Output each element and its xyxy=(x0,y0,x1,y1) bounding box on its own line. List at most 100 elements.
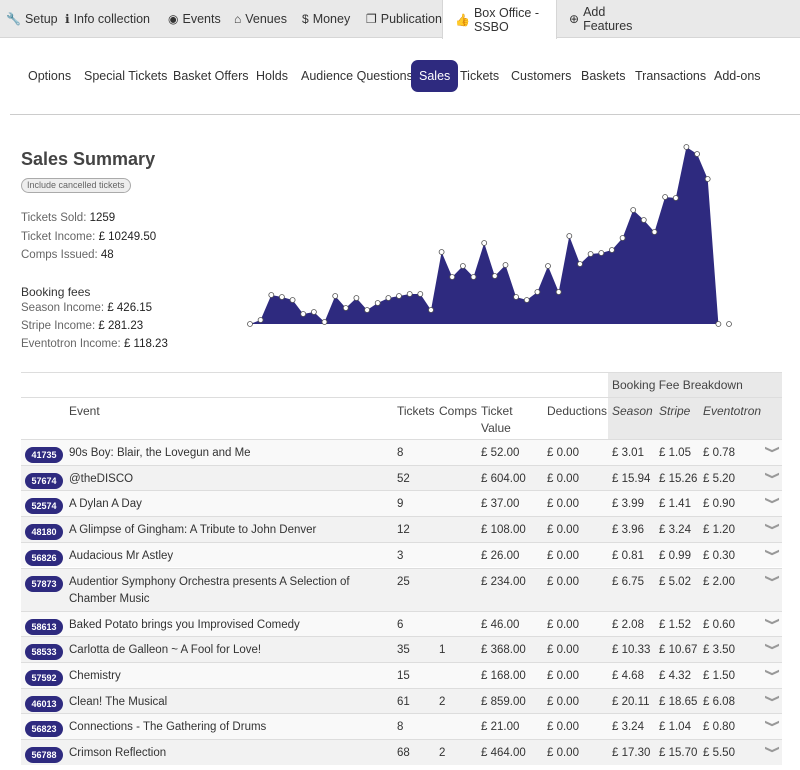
chevron-down-icon[interactable]: ❯ xyxy=(764,548,780,557)
home-icon: ⌂ xyxy=(234,12,242,26)
ticket-value-cell: £ 52.00 xyxy=(481,447,520,459)
eventotron-cell: £ 5.20 xyxy=(703,472,735,485)
chevron-down-icon[interactable]: ❯ xyxy=(764,693,780,703)
event-name[interactable]: Audacious Mr Astley xyxy=(69,549,174,562)
divider xyxy=(10,114,800,115)
event-name[interactable]: A Glimpse of Gingham: A Tribute to John … xyxy=(69,524,317,537)
event-name[interactable]: Baked Potato brings you Improvised Comed… xyxy=(69,618,300,631)
tab-special-tickets[interactable]: Special Tickets xyxy=(84,69,168,83)
tab-sales[interactable]: Sales xyxy=(411,60,459,92)
top-nav-venues[interactable]: ⌂ Venues xyxy=(222,0,290,38)
chevron-down-icon[interactable]: ❯ xyxy=(764,616,780,626)
sparkline-point xyxy=(374,300,381,306)
table-row[interactable]: 57873 Audentior Symphony Orchestra presen… xyxy=(21,567,782,611)
event-id-badge[interactable]: 58533 xyxy=(25,644,63,661)
chevron-down-icon[interactable]: ❯ xyxy=(764,719,780,728)
top-nav-label: Add Features xyxy=(583,5,633,33)
event-id-badge[interactable]: 56826 xyxy=(25,549,63,566)
table-row[interactable]: 46013 Clean! The Musical 61 2 £ 859.00 £ 0.00… xyxy=(21,687,782,714)
event-id-badge[interactable]: 58613 xyxy=(25,618,63,635)
tickets-cell: 68 xyxy=(397,747,410,759)
event-id-badge[interactable]: 48180 xyxy=(25,524,63,541)
event-name[interactable]: Audentior Symphony Orchestra presents A … xyxy=(69,575,350,605)
event-name[interactable]: Crimson Reflection xyxy=(69,747,167,759)
event-name[interactable]: Carlotta de Galleon ~ A Fool for Love! xyxy=(69,644,262,657)
sparkline-point xyxy=(566,233,573,239)
chevron-down-icon[interactable]: ❯ xyxy=(764,470,780,480)
tab-audience-questions[interactable]: Audience Questions xyxy=(301,69,413,83)
season-income-label: Season Income: xyxy=(21,302,105,314)
tab-transactions[interactable]: Transactions xyxy=(635,69,707,83)
event-id-badge[interactable]: 52574 xyxy=(25,498,63,515)
table-row[interactable]: 58533 Carlotta de Galleon ~ A Fool for Lo… xyxy=(21,636,782,662)
event-id-badge[interactable]: 46013 xyxy=(25,695,63,712)
table-row[interactable]: 48180 A Glimpse of Gingham: A Tribute to … xyxy=(21,516,782,542)
sub-nav: Options Special Tickets Basket Offers Holds… xyxy=(0,58,800,94)
top-nav-add-features[interactable]: ⊕ Add Features xyxy=(557,0,657,38)
tickets-cell: 35 xyxy=(397,644,410,657)
event-name[interactable]: Connections - The Gathering of Drums xyxy=(69,721,267,734)
table-row[interactable]: 57674 @theDISCO 52 £ 604.00 £ 0.00 £ 15.94 £ 1… xyxy=(21,464,782,491)
tab-baskets[interactable]: Baskets xyxy=(581,69,626,83)
event-name[interactable]: Chemistry xyxy=(69,669,121,682)
event-id-badge[interactable]: 57873 xyxy=(25,575,63,592)
eventotron-cell: £ 5.50 xyxy=(703,747,735,759)
top-nav-info-collection[interactable]: ℹ Info collection xyxy=(53,0,156,38)
sparkline-point xyxy=(417,291,424,297)
col-stripe: Stripe xyxy=(659,404,691,418)
stripe-cell: £ 4.32 xyxy=(659,669,691,682)
table-row[interactable]: 41735 90s Boy: Blair, the Lovegun and Me 8… xyxy=(21,439,782,465)
eventotron-cell: £ 0.60 xyxy=(703,618,735,631)
event-name[interactable]: 90s Boy: Blair, the Lovegun and Me xyxy=(69,447,251,459)
tickets-sold-label: Tickets Sold: xyxy=(21,212,87,224)
eye-icon: ◉ xyxy=(168,12,179,26)
event-name[interactable]: A Dylan A Day xyxy=(69,498,142,511)
deductions-cell: £ 0.00 xyxy=(547,618,579,631)
event-id-badge[interactable]: 56823 xyxy=(25,721,63,738)
top-nav-box-office-ssbo[interactable]: 👍 Box Office - SSBO xyxy=(442,0,557,39)
table-row[interactable]: 56823 Connections - The Gathering of Drum… xyxy=(21,713,782,739)
top-nav-events[interactable]: ◉ Events xyxy=(156,0,222,38)
sparkline-point xyxy=(704,176,711,182)
sparkline-point xyxy=(683,144,690,150)
tab-options[interactable]: Options xyxy=(28,69,72,83)
stripe-cell: £ 15.70 xyxy=(659,747,698,759)
deductions-cell: £ 0.00 xyxy=(547,524,579,537)
ticket-value-cell: £ 234.00 xyxy=(481,575,526,588)
tab-holds[interactable]: Holds xyxy=(256,69,288,83)
include-cancelled-toggle[interactable]: Include cancelled tickets xyxy=(21,178,131,193)
event-name[interactable]: @theDISCO xyxy=(69,472,134,485)
top-nav-setup[interactable]: 🔧 Setup xyxy=(0,0,58,38)
chevron-down-icon[interactable]: ❯ xyxy=(764,642,780,651)
tab-customers[interactable]: Customers xyxy=(511,69,572,83)
tab-tickets[interactable]: Tickets xyxy=(460,69,500,83)
stripe-income-label: Stripe Income: xyxy=(21,320,96,332)
chevron-down-icon[interactable]: ❯ xyxy=(764,445,780,454)
chevron-down-icon[interactable]: ❯ xyxy=(764,573,780,583)
table-row[interactable]: 56788 Crimson Reflection 68 2 £ 464.00 £ 0.00… xyxy=(21,739,782,765)
sparkline-point xyxy=(502,262,509,268)
table-row[interactable]: 57592 Chemistry 15 £ 168.00 £ 0.00 £ 4.68 £ 4.… xyxy=(21,661,782,688)
event-name[interactable]: Clean! The Musical xyxy=(69,695,168,708)
top-nav-money[interactable]: $ Money xyxy=(290,0,354,38)
chevron-down-icon[interactable]: ❯ xyxy=(764,522,780,531)
table-row[interactable]: 52574 A Dylan A Day 9 £ 37.00 £ 0.00 £ 3.99 £ … xyxy=(21,490,782,517)
booking-fees-heading: Booking fees xyxy=(21,285,91,299)
ticket-value-cell: £ 464.00 xyxy=(481,747,526,759)
table-row[interactable]: 58613 Baked Potato brings you Improvised … xyxy=(21,610,782,637)
chevron-down-icon[interactable]: ❯ xyxy=(764,668,780,677)
chevron-down-icon[interactable]: ❯ xyxy=(764,496,780,506)
top-nav: 🔧 Setup ℹ Info collection ◉ Events ⌂ Venues $ Mon… xyxy=(0,0,800,39)
sparkline-point xyxy=(587,251,594,257)
chevron-down-icon[interactable]: ❯ xyxy=(764,745,780,754)
event-id-badge[interactable]: 57674 xyxy=(25,472,63,489)
tickets-cell: 52 xyxy=(397,472,410,485)
table-row[interactable]: 56826 Audacious Mr Astley 3 £ 26.00 £ 0.00 £ … xyxy=(21,541,782,568)
season-cell: £ 6.75 xyxy=(612,575,644,588)
event-id-badge[interactable]: 57592 xyxy=(25,669,63,686)
event-id-badge[interactable]: 41735 xyxy=(25,447,63,463)
event-id-badge[interactable]: 56788 xyxy=(25,747,63,763)
tab-basket-offers[interactable]: Basket Offers xyxy=(173,69,249,83)
tab-add-ons[interactable]: Add-ons xyxy=(714,69,761,83)
top-nav-publications[interactable]: ❐ Publications xyxy=(354,0,448,38)
